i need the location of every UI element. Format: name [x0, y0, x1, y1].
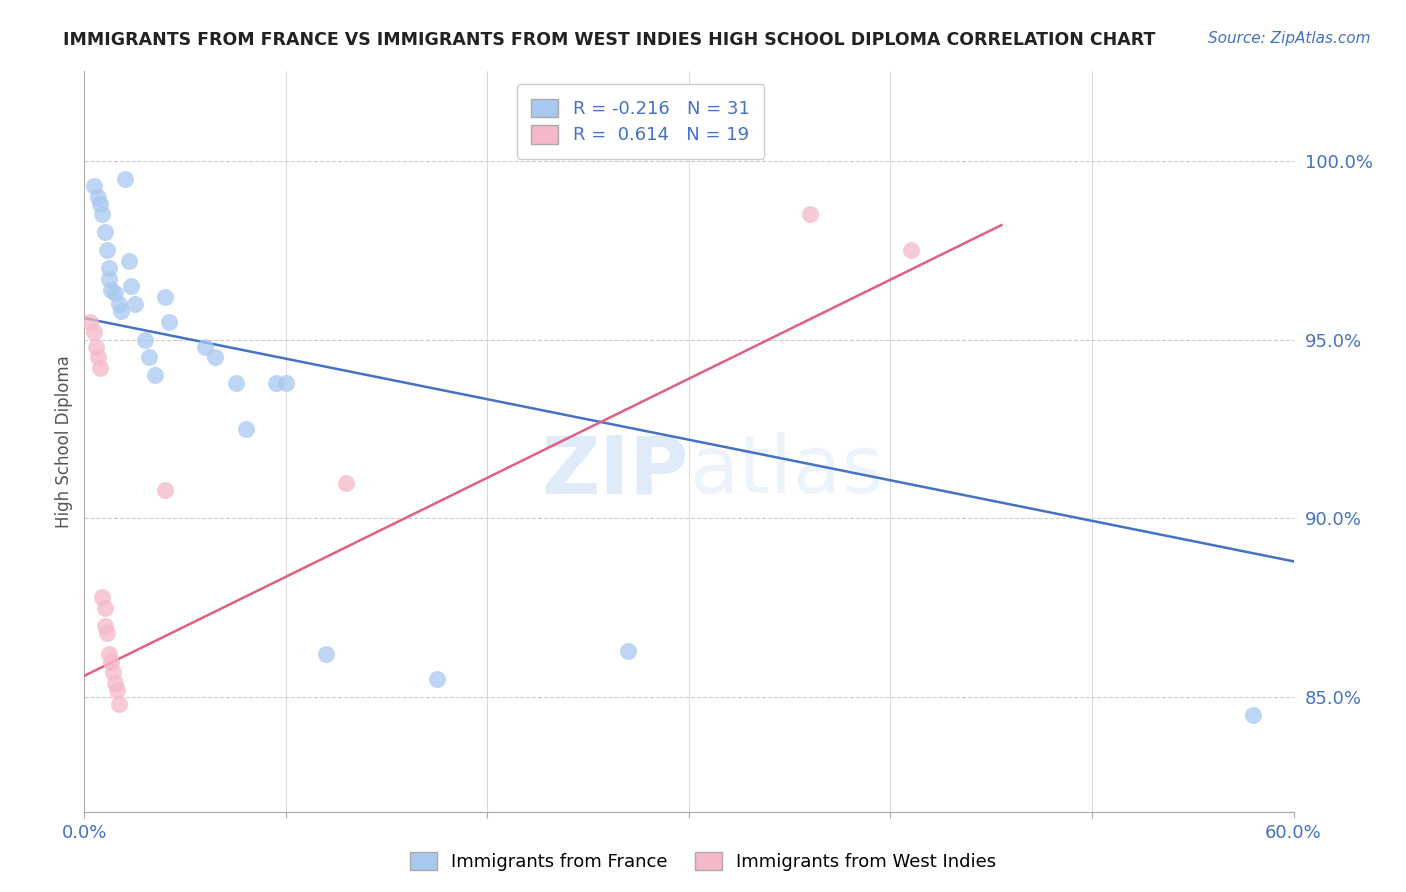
- Point: [107, 297, 129, 311]
- Point: [235, 422, 257, 436]
- Legend: Immigrants from France, Immigrants from West Indies: Immigrants from France, Immigrants from …: [402, 845, 1004, 879]
- Point: [799, 207, 821, 221]
- Point: [93, 618, 115, 632]
- Point: [100, 655, 122, 669]
- Point: [104, 286, 127, 301]
- Point: [89, 361, 111, 376]
- Point: [97, 272, 120, 286]
- Point: [143, 368, 166, 383]
- Point: [101, 665, 124, 680]
- Text: Source: ZipAtlas.com: Source: ZipAtlas.com: [1208, 31, 1371, 46]
- Point: [138, 351, 160, 365]
- Point: [107, 698, 129, 712]
- Point: [204, 351, 226, 365]
- Point: [97, 648, 120, 662]
- Point: [134, 333, 156, 347]
- Point: [100, 283, 122, 297]
- Point: [96, 626, 118, 640]
- Point: [93, 225, 115, 239]
- Point: [274, 376, 297, 390]
- Point: [83, 326, 105, 340]
- Point: [104, 676, 127, 690]
- Point: [105, 683, 128, 698]
- Point: [153, 483, 176, 497]
- Text: ZIP: ZIP: [541, 432, 689, 510]
- Point: [153, 290, 176, 304]
- Point: [426, 673, 449, 687]
- Point: [900, 243, 922, 257]
- Point: [91, 590, 114, 604]
- Point: [120, 279, 142, 293]
- Point: [118, 254, 141, 268]
- Point: [93, 600, 115, 615]
- Point: [87, 351, 110, 365]
- Point: [124, 297, 146, 311]
- Point: [96, 243, 118, 257]
- Point: [83, 178, 105, 193]
- Point: [87, 189, 110, 203]
- Point: [1241, 708, 1264, 723]
- Point: [617, 644, 640, 658]
- Point: [194, 340, 217, 354]
- Legend: R = -0.216   N = 31, R =  0.614   N = 19: R = -0.216 N = 31, R = 0.614 N = 19: [517, 84, 765, 159]
- Point: [97, 261, 120, 276]
- Point: [91, 207, 114, 221]
- Point: [264, 376, 287, 390]
- Point: [86, 340, 108, 354]
- Point: [89, 196, 111, 211]
- Point: [79, 315, 101, 329]
- Point: [335, 475, 357, 490]
- Point: [114, 171, 136, 186]
- Text: IMMIGRANTS FROM FRANCE VS IMMIGRANTS FROM WEST INDIES HIGH SCHOOL DIPLOMA CORREL: IMMIGRANTS FROM FRANCE VS IMMIGRANTS FRO…: [63, 31, 1156, 49]
- Point: [315, 648, 337, 662]
- Text: atlas: atlas: [689, 432, 883, 510]
- Point: [225, 376, 247, 390]
- Y-axis label: High School Diploma: High School Diploma: [55, 355, 73, 528]
- Point: [110, 304, 132, 318]
- Point: [157, 315, 180, 329]
